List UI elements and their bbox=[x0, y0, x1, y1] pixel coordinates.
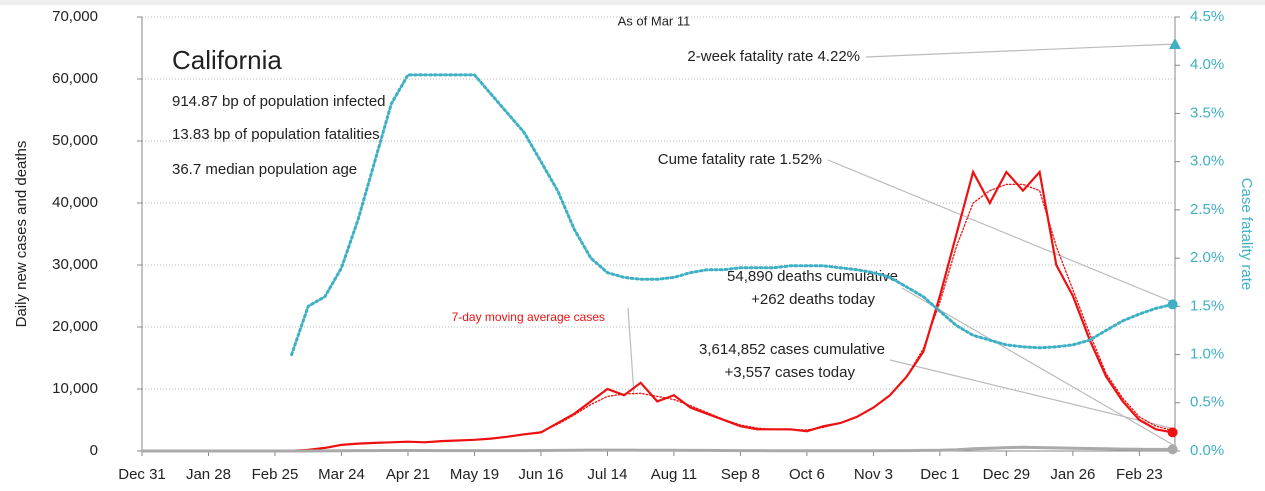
annotation: 7-day moving average cases bbox=[452, 310, 605, 324]
end-point bbox=[1167, 427, 1178, 438]
x-tick-label: Mar 24 bbox=[318, 466, 365, 483]
annotation: Cume fatality rate 1.52% bbox=[658, 151, 822, 168]
y-tick-label: 30,000 bbox=[52, 256, 98, 273]
y2-tick-label: 3.0% bbox=[1190, 153, 1224, 170]
x-tick-label: Jun 16 bbox=[518, 466, 563, 483]
x-tick-label: Feb 25 bbox=[252, 466, 299, 483]
x-tick-label: Apr 21 bbox=[386, 466, 430, 483]
annotation: 2-week fatality rate 4.22% bbox=[687, 48, 860, 65]
series-line bbox=[140, 169, 1174, 453]
end-point bbox=[1167, 299, 1178, 310]
y2-tick-label: 1.0% bbox=[1190, 346, 1224, 363]
stat: 914.87 bp of population infected bbox=[172, 93, 386, 110]
y2-tick-label: 1.5% bbox=[1190, 297, 1224, 314]
y2-tick-label: 4.5% bbox=[1190, 8, 1224, 25]
x-tick-label: Dec 31 bbox=[118, 466, 166, 483]
y-tick-label: 60,000 bbox=[52, 70, 98, 87]
chart-title: California bbox=[172, 45, 282, 75]
y-tick-label: 10,000 bbox=[52, 380, 98, 397]
leader-line bbox=[865, 43, 1176, 58]
y-tick-label: 70,000 bbox=[52, 8, 98, 25]
x-tick-label: Dec 1 bbox=[920, 466, 959, 483]
two-week-marker bbox=[1169, 38, 1181, 50]
y2-tick-label: 3.5% bbox=[1190, 104, 1224, 121]
series-line bbox=[290, 73, 1175, 357]
y-tick-label: 40,000 bbox=[52, 194, 98, 211]
y2-axis-label: Case fatality rate bbox=[1238, 178, 1255, 291]
y2-tick-label: 2.0% bbox=[1190, 249, 1224, 266]
series-line bbox=[141, 183, 1174, 452]
annotation: +262 deaths today bbox=[751, 291, 875, 308]
top-strip bbox=[0, 0, 1265, 5]
x-tick-label: Jan 28 bbox=[186, 466, 231, 483]
leader-line bbox=[827, 159, 1176, 304]
x-tick-label: May 19 bbox=[450, 466, 499, 483]
y2-tick-label: 0.5% bbox=[1190, 394, 1224, 411]
x-tick-label: Oct 6 bbox=[789, 466, 825, 483]
x-tick-label: Aug 11 bbox=[651, 466, 697, 483]
y2-tick-label: 2.5% bbox=[1190, 201, 1224, 218]
leader-line bbox=[901, 287, 1176, 447]
y-tick-label: 20,000 bbox=[52, 318, 98, 335]
x-tick-label: Nov 3 bbox=[854, 466, 893, 483]
annotation: +3,557 cases today bbox=[724, 364, 855, 381]
end-point bbox=[1167, 444, 1178, 455]
x-tick-label: Dec 29 bbox=[983, 466, 1031, 483]
stat: 36.7 median population age bbox=[172, 161, 357, 178]
leader-line bbox=[627, 307, 635, 396]
x-tick-label: Feb 23 bbox=[1116, 466, 1163, 483]
stat: 13.83 bp of population fatalities bbox=[172, 126, 380, 143]
y2-tick-label: 0.0% bbox=[1190, 442, 1224, 459]
leader-lines bbox=[627, 43, 1176, 447]
annotation: 54,890 deaths cumulative bbox=[727, 268, 898, 285]
y-axis-label: Daily new cases and deaths bbox=[13, 141, 30, 328]
x-tick-label: Sep 8 bbox=[721, 466, 760, 483]
y-tick-label: 0 bbox=[90, 442, 98, 459]
x-tick-label: Jul 14 bbox=[587, 466, 627, 483]
subtitle: As of Mar 11 bbox=[618, 13, 691, 28]
annotation: 3,614,852 cases cumulative bbox=[699, 341, 885, 358]
y-tick-label: 50,000 bbox=[52, 132, 98, 149]
leader-line bbox=[889, 359, 1176, 430]
x-tick-label: Jan 26 bbox=[1050, 466, 1095, 483]
series-line bbox=[140, 445, 1175, 453]
y2-tick-label: 4.0% bbox=[1190, 56, 1224, 73]
